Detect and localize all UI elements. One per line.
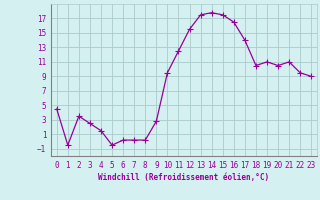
X-axis label: Windchill (Refroidissement éolien,°C): Windchill (Refroidissement éolien,°C) xyxy=(99,173,269,182)
